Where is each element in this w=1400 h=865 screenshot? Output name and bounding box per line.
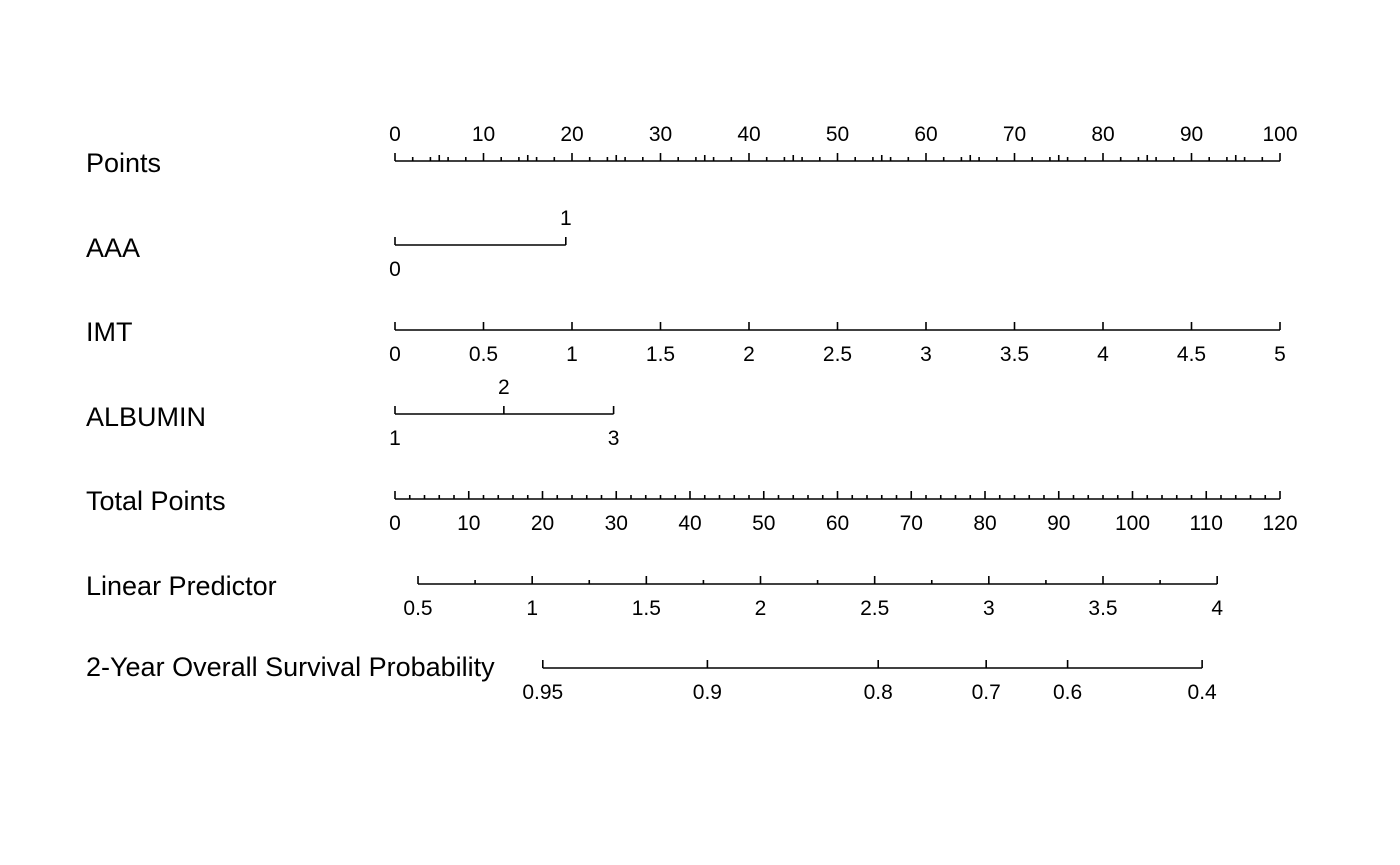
tick-label: 0.6 <box>1053 681 1082 704</box>
tick-label: 40 <box>678 512 701 535</box>
tick-label: 0.9 <box>693 681 722 704</box>
tick-label: 3 <box>608 427 620 450</box>
row-label-aaa: AAA <box>86 233 140 263</box>
tick-label: 10 <box>472 123 495 146</box>
tick-label: 0 <box>389 343 401 366</box>
tick-label: 30 <box>605 512 628 535</box>
tick-label: 1 <box>526 597 538 620</box>
tick-label: 70 <box>1003 123 1026 146</box>
tick-label: 70 <box>900 512 923 535</box>
tick-label: 0 <box>389 512 401 535</box>
axis-survival: 0.95 0.9 0.8 0.7 0.6 0.4 <box>522 660 1217 704</box>
tick-label: 1.5 <box>632 597 661 620</box>
tick-label: 0 <box>389 258 401 281</box>
tick-label: 4 <box>1211 597 1223 620</box>
axis-albumin: 1 2 3 <box>389 376 619 450</box>
axis-imt: 0 0.5 1 1.5 2 2.5 3 3.5 4 4.5 5 <box>389 322 1286 366</box>
tick-label: 50 <box>826 123 849 146</box>
tick-label: 20 <box>531 512 554 535</box>
tick-label: 0.5 <box>403 597 432 620</box>
tick-label: 0.8 <box>864 681 893 704</box>
tick-label: 2 <box>755 597 767 620</box>
tick-label: 90 <box>1180 123 1203 146</box>
tick-label: 80 <box>973 512 996 535</box>
tick-label: 2.5 <box>823 343 852 366</box>
tick-label: 100 <box>1262 123 1297 146</box>
tick-label: 0.95 <box>522 681 563 704</box>
tick-label: 0 <box>389 123 401 146</box>
tick-label: 3 <box>920 343 932 366</box>
tick-label: 2 <box>498 376 510 399</box>
tick-label: 60 <box>914 123 937 146</box>
tick-label: 1 <box>389 427 401 450</box>
tick-label: 4.5 <box>1177 343 1206 366</box>
tick-label: 40 <box>737 123 760 146</box>
tick-label: 2 <box>743 343 755 366</box>
tick-label: 30 <box>649 123 672 146</box>
row-labels: Points AAA IMT ALBUMIN Total Points Line… <box>86 148 495 682</box>
tick-label: 1.5 <box>646 343 675 366</box>
row-label-survival: 2-Year Overall Survival Probability <box>86 652 495 682</box>
axis-linear-predictor: 0.5 1 1.5 2 2.5 3 3.5 4 <box>403 576 1223 620</box>
tick-label: 10 <box>457 512 480 535</box>
row-label-imt: IMT <box>86 317 133 347</box>
tick-label: 50 <box>752 512 775 535</box>
tick-label: 4 <box>1097 343 1109 366</box>
tick-label: 120 <box>1262 512 1297 535</box>
tick-label: 90 <box>1047 512 1070 535</box>
tick-label: 0.4 <box>1188 681 1218 704</box>
axis-total-points: 0 10 20 30 40 50 60 70 80 90 100 110 120 <box>389 491 1298 535</box>
row-label-albumin: ALBUMIN <box>86 402 206 432</box>
row-label-total-points: Total Points <box>86 486 226 516</box>
tick-label: 5 <box>1274 343 1286 366</box>
tick-label: 80 <box>1091 123 1114 146</box>
tick-label: 60 <box>826 512 849 535</box>
tick-label: 110 <box>1190 512 1223 535</box>
tick-label: 0.7 <box>972 681 1001 704</box>
tick-label: 3.5 <box>1088 597 1117 620</box>
axis-aaa: 01 <box>389 207 571 281</box>
tick-label: 1 <box>566 343 578 366</box>
axis-points: 0 10 20 30 40 50 60 70 80 90 100 <box>389 123 1298 162</box>
tick-label: 3.5 <box>1000 343 1029 366</box>
tick-label: 3 <box>983 597 995 620</box>
row-label-linear-predictor: Linear Predictor <box>86 571 277 601</box>
row-label-points: Points <box>86 148 161 178</box>
tick-label: 20 <box>560 123 583 146</box>
tick-label: 0.5 <box>469 343 498 366</box>
tick-label: 100 <box>1115 512 1150 535</box>
tick-label: 1 <box>560 207 572 230</box>
tick-label: 2.5 <box>860 597 889 620</box>
